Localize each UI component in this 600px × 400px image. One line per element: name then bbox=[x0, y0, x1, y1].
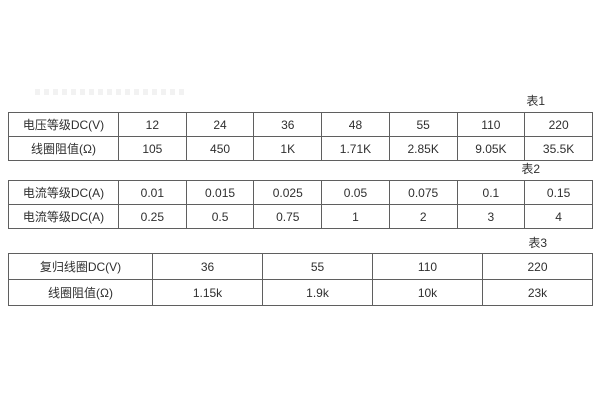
table-cell: 0.075 bbox=[388, 180, 458, 205]
table1-caption: 表1 bbox=[526, 94, 545, 108]
table-cell: 2 bbox=[388, 204, 458, 229]
table-cell: 36 bbox=[152, 253, 263, 280]
table-cell: 0.1 bbox=[456, 180, 526, 205]
table-row: 线圈阻值(Ω) 1.15k 1.9k 10k 23k bbox=[8, 279, 593, 306]
table-cell: 0.15 bbox=[524, 180, 593, 205]
row-label-cell: 复归线圈DC(V) bbox=[8, 253, 153, 280]
table-cell: 0.01 bbox=[118, 180, 187, 205]
row-label-cell: 线圈阻值(Ω) bbox=[8, 136, 119, 161]
table-cell: 1.15k bbox=[152, 279, 263, 306]
reset-coil-table: 复归线圈DC(V) 36 55 110 220 线圈阻值(Ω) 1.15k 1.… bbox=[8, 253, 593, 306]
table-cell: 3 bbox=[456, 204, 526, 229]
table-cell: 110 bbox=[372, 253, 483, 280]
table3-caption: 表3 bbox=[528, 236, 547, 250]
table-cell: 4 bbox=[524, 204, 593, 229]
table-cell: 23k bbox=[482, 279, 593, 306]
table-cell: 2.85K bbox=[388, 136, 458, 161]
table-cell: 1.71K bbox=[321, 136, 390, 161]
row-label-cell: 线圈阻值(Ω) bbox=[8, 279, 153, 306]
table-cell: 12 bbox=[118, 112, 187, 137]
table-cell: 0.75 bbox=[253, 204, 323, 229]
table-cell: 35.5K bbox=[524, 136, 593, 161]
row-label-cell: 电流等级DC(A) bbox=[8, 204, 119, 229]
row-label-cell: 电压等级DC(V) bbox=[8, 112, 119, 137]
table-cell: 55 bbox=[388, 112, 458, 137]
table-cell: 220 bbox=[482, 253, 593, 280]
table-row: 电流等级DC(A) 0.25 0.5 0.75 1 2 3 4 bbox=[8, 204, 593, 229]
table-cell: 110 bbox=[456, 112, 526, 137]
table2-caption: 表2 bbox=[521, 162, 540, 176]
table-cell: 1.9k bbox=[262, 279, 373, 306]
table-cell: 48 bbox=[321, 112, 390, 137]
table-cell: 36 bbox=[253, 112, 323, 137]
current-rating-table: 电流等级DC(A) 0.01 0.015 0.025 0.05 0.075 0.… bbox=[8, 180, 593, 229]
table-cell: 0.015 bbox=[185, 180, 255, 205]
table-cell: 450 bbox=[185, 136, 255, 161]
table-cell: 0.05 bbox=[321, 180, 390, 205]
table-cell: 0.5 bbox=[185, 204, 255, 229]
table-row: 电压等级DC(V) 12 24 36 48 55 110 220 bbox=[8, 112, 593, 137]
table-cell: 1K bbox=[253, 136, 323, 161]
table-row: 电流等级DC(A) 0.01 0.015 0.025 0.05 0.075 0.… bbox=[8, 180, 593, 205]
voltage-resistance-table: 电压等级DC(V) 12 24 36 48 55 110 220 线圈阻值(Ω)… bbox=[8, 112, 593, 161]
table-cell: 1 bbox=[321, 204, 390, 229]
row-label-cell: 电流等级DC(A) bbox=[8, 180, 119, 205]
table-cell: 9.05K bbox=[456, 136, 526, 161]
table-cell: 0.025 bbox=[253, 180, 323, 205]
faint-ghost-text bbox=[35, 89, 187, 95]
table-cell: 105 bbox=[118, 136, 187, 161]
table-cell: 10k bbox=[372, 279, 483, 306]
table-row: 线圈阻值(Ω) 105 450 1K 1.71K 2.85K 9.05K 35.… bbox=[8, 136, 593, 161]
table-cell: 0.25 bbox=[118, 204, 187, 229]
table-row: 复归线圈DC(V) 36 55 110 220 bbox=[8, 253, 593, 280]
table-cell: 220 bbox=[524, 112, 593, 137]
table-cell: 24 bbox=[185, 112, 255, 137]
table-cell: 55 bbox=[262, 253, 373, 280]
